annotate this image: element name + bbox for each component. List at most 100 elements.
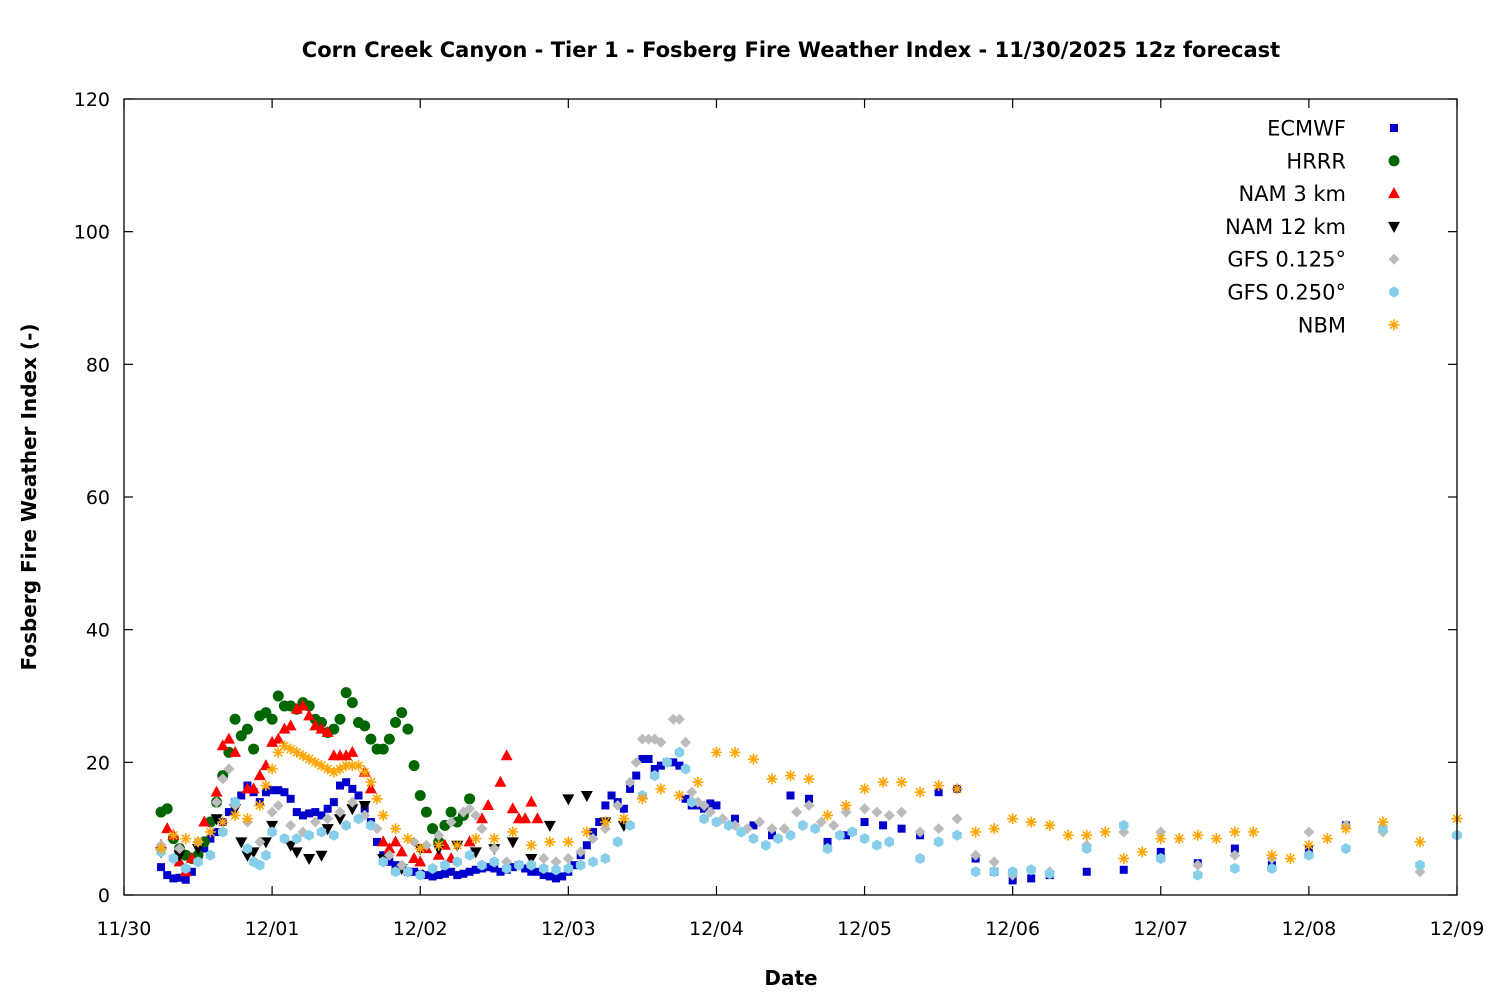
data-point bbox=[311, 808, 320, 817]
data-point bbox=[211, 796, 223, 808]
data-point bbox=[181, 875, 190, 884]
data-point bbox=[279, 833, 290, 845]
data-point bbox=[346, 697, 358, 709]
data-point bbox=[298, 811, 307, 820]
data-point bbox=[266, 763, 278, 775]
data-point bbox=[274, 786, 283, 795]
data-point bbox=[823, 837, 832, 846]
data-point bbox=[414, 843, 426, 855]
data-points bbox=[155, 687, 1463, 885]
data-point bbox=[538, 853, 550, 865]
data-point bbox=[539, 871, 548, 880]
data-point bbox=[859, 783, 871, 795]
data-point bbox=[229, 713, 241, 725]
data-point bbox=[580, 791, 593, 802]
data-point bbox=[1136, 846, 1148, 858]
data-point bbox=[951, 783, 963, 795]
data-point bbox=[692, 776, 704, 788]
data-point bbox=[422, 871, 431, 880]
data-point bbox=[712, 801, 721, 810]
data-point bbox=[272, 746, 284, 758]
data-point bbox=[173, 850, 186, 862]
x-tick-label: 12/01 bbox=[245, 918, 300, 940]
data-point bbox=[636, 733, 648, 745]
data-point bbox=[217, 816, 229, 828]
data-point bbox=[192, 844, 205, 856]
data-point bbox=[340, 687, 352, 699]
data-point bbox=[377, 809, 389, 821]
data-point bbox=[877, 776, 889, 788]
data-point bbox=[575, 859, 586, 871]
data-point bbox=[1303, 826, 1315, 838]
data-point bbox=[465, 867, 474, 876]
data-point bbox=[309, 719, 322, 731]
data-point bbox=[365, 776, 377, 788]
data-point bbox=[280, 788, 289, 797]
data-point bbox=[601, 801, 610, 810]
data-point bbox=[643, 733, 655, 745]
data-point bbox=[525, 839, 537, 851]
data-point bbox=[385, 857, 394, 866]
data-point bbox=[951, 813, 963, 825]
data-point bbox=[840, 799, 852, 811]
data-point bbox=[420, 806, 432, 818]
data-point bbox=[914, 826, 926, 838]
data-point bbox=[525, 854, 538, 866]
data-point bbox=[242, 843, 253, 855]
chart-title: Corn Creek Canyon - Tier 1 - Fosberg Fir… bbox=[302, 38, 1280, 62]
data-point bbox=[222, 732, 235, 744]
data-point bbox=[681, 794, 690, 803]
legend-marker bbox=[1388, 221, 1400, 233]
legend-label: GFS 0.125° bbox=[1227, 248, 1346, 272]
legend-label: GFS 0.250° bbox=[1227, 281, 1346, 305]
data-point bbox=[1193, 869, 1203, 881]
data-point bbox=[766, 773, 778, 785]
data-point bbox=[798, 819, 808, 831]
data-point bbox=[1340, 823, 1352, 835]
data-point bbox=[803, 773, 815, 785]
x-axis-label: Date bbox=[764, 966, 817, 990]
data-point bbox=[519, 812, 532, 824]
data-point bbox=[778, 823, 790, 835]
data-point bbox=[1192, 829, 1204, 841]
data-point bbox=[390, 717, 402, 729]
data-point bbox=[317, 811, 326, 820]
data-point bbox=[193, 856, 203, 868]
data-point bbox=[434, 871, 443, 880]
data-point bbox=[490, 864, 499, 873]
data-point bbox=[1119, 865, 1128, 874]
data-point bbox=[452, 856, 463, 868]
legend-marker bbox=[1390, 124, 1398, 132]
data-point bbox=[155, 843, 167, 855]
data-point bbox=[835, 829, 845, 841]
data-point bbox=[223, 763, 235, 775]
data-point bbox=[346, 760, 358, 772]
data-point bbox=[278, 722, 291, 734]
data-point bbox=[237, 791, 246, 800]
data-point bbox=[329, 798, 338, 807]
data-point bbox=[551, 864, 561, 876]
data-point bbox=[290, 847, 303, 859]
data-point bbox=[871, 806, 883, 818]
x-tick-label: 12/09 bbox=[1430, 918, 1485, 940]
data-point bbox=[872, 839, 882, 851]
data-point bbox=[595, 818, 604, 827]
series-5 bbox=[156, 746, 1462, 881]
data-point bbox=[754, 816, 766, 828]
data-point bbox=[316, 826, 327, 838]
data-point bbox=[358, 800, 371, 812]
data-point bbox=[589, 827, 598, 836]
data-point bbox=[284, 719, 297, 731]
data-point bbox=[767, 831, 776, 840]
y-tick-label: 60 bbox=[86, 487, 110, 509]
data-point bbox=[315, 760, 327, 772]
data-point bbox=[340, 749, 353, 761]
data-point bbox=[748, 833, 759, 845]
data-point bbox=[328, 723, 340, 735]
data-point bbox=[859, 803, 871, 815]
data-point bbox=[206, 834, 215, 843]
data-point bbox=[1377, 816, 1389, 828]
data-point bbox=[309, 756, 321, 768]
data-point bbox=[285, 743, 297, 755]
data-point bbox=[526, 859, 537, 871]
